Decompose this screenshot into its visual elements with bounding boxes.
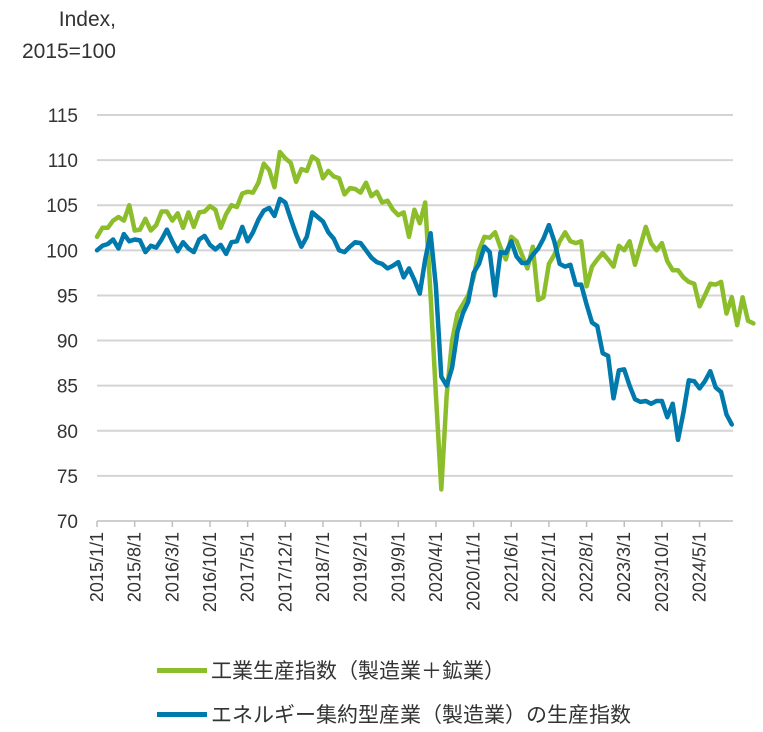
y-tick-label: 95: [57, 286, 78, 307]
x-tick-label: 2022/1/1: [539, 532, 559, 602]
series-lines: [94, 149, 756, 492]
x-tick-label: 2023/3/1: [614, 532, 634, 602]
y-tick-label: 105: [46, 196, 78, 217]
gridlines: [97, 114, 733, 477]
x-tick-label: 2023/10/1: [652, 532, 672, 612]
series-line-industrial-production: [94, 149, 756, 492]
x-tick-label: 2024/5/1: [690, 532, 710, 602]
y-axis-title: Index, 2015=100: [6, 4, 116, 68]
series-line-energy-intensive: [94, 196, 735, 443]
y-tick-label: 80: [57, 422, 78, 443]
legend-label: エネルギー集約型産業（製造業）の生産指数: [211, 703, 631, 727]
x-tick-label: 2020/11/1: [464, 532, 484, 611]
x-tick-label: 2020/4/1: [426, 532, 446, 602]
x-tick-label: 2015/1/1: [87, 532, 107, 602]
y-axis-title-line-1: Index,: [58, 8, 116, 31]
x-tick-label: 2019/2/1: [351, 532, 371, 602]
legend-swatch-green: [157, 667, 207, 673]
x-tick-label: 2015/8/1: [125, 532, 145, 602]
line-chart: 70 75 80 85 90 95 100 105 110 115 2015/1/1 2015/8/…: [46, 106, 756, 612]
y-tick-label: 110: [48, 151, 78, 172]
x-tick-label: 2022/8/1: [577, 532, 597, 602]
x-tick-label: 2017/5/1: [238, 532, 258, 602]
y-tick-label: 70: [57, 512, 78, 533]
x-tick-label: 2019/9/1: [388, 532, 408, 602]
legend-label: 工業生産指数（製造業＋鉱業）: [211, 659, 505, 683]
x-tick-label: 2021/6/1: [501, 532, 521, 602]
y-axis-title-line-2: 2015=100: [21, 40, 116, 63]
y-tick-label: 75: [57, 467, 78, 488]
legend-item-industrial-production: 工業生産指数（製造業＋鉱業）: [157, 655, 505, 685]
y-axis-ticks: 70 75 80 85 90 95 100 105 110 115: [46, 106, 78, 533]
y-tick-label: 85: [57, 377, 78, 398]
x-tick-label: 2016/3/1: [162, 532, 182, 602]
x-tick-label: 2018/7/1: [313, 532, 333, 602]
y-tick-label: 100: [46, 241, 78, 262]
legend-swatch-blue: [157, 711, 207, 717]
legend-item-energy-intensive: エネルギー集約型産業（製造業）の生産指数: [157, 699, 631, 729]
x-tick-label: 2017/12/1: [275, 532, 295, 612]
x-axis: 2015/1/1 2015/8/1 2016/3/1 2016/10/1 2017/5/…: [87, 520, 733, 612]
y-tick-label: 90: [57, 332, 78, 353]
x-tick-label: 2016/10/1: [200, 532, 220, 612]
y-tick-label: 115: [48, 106, 78, 127]
